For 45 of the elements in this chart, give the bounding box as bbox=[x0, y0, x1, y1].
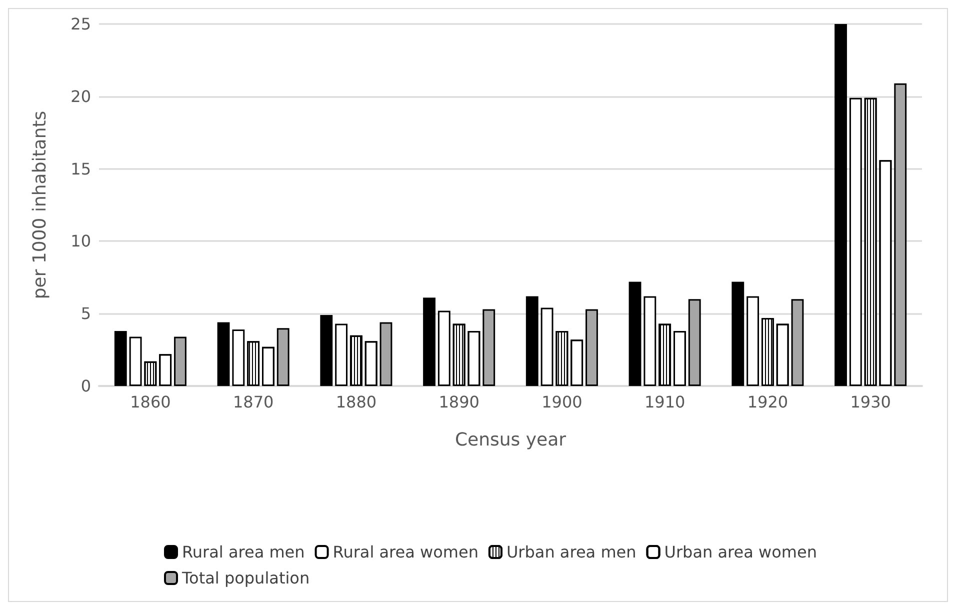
legend-label: Urban area women bbox=[664, 542, 817, 562]
bar bbox=[834, 24, 847, 386]
bar bbox=[688, 299, 701, 386]
y-tick-label: 0 bbox=[80, 376, 91, 396]
bar bbox=[423, 298, 436, 386]
bar bbox=[628, 282, 642, 386]
bar bbox=[526, 296, 538, 386]
y-tick-label: 10 bbox=[70, 232, 91, 251]
bar bbox=[276, 328, 290, 386]
bar bbox=[894, 83, 907, 386]
x-tick-label: 1920 bbox=[747, 392, 788, 412]
bar bbox=[174, 336, 186, 386]
bar bbox=[438, 310, 450, 386]
y-tick-label: 25 bbox=[70, 14, 91, 34]
x-tick-label: 1870 bbox=[232, 392, 274, 412]
x-tick-label: 1860 bbox=[130, 392, 171, 412]
bar bbox=[114, 330, 127, 386]
legend-label: Rural area men bbox=[182, 542, 305, 562]
bar bbox=[482, 309, 496, 386]
y-tick-label: 15 bbox=[70, 159, 91, 178]
bar bbox=[849, 98, 862, 386]
bar bbox=[217, 322, 230, 386]
y-tick-label: 20 bbox=[70, 86, 91, 106]
bar bbox=[380, 322, 392, 386]
bar bbox=[791, 299, 804, 386]
x-tick-label: 1910 bbox=[644, 392, 686, 412]
legend-label: Total population bbox=[181, 568, 310, 588]
x-tick-label: 1900 bbox=[542, 392, 582, 412]
bar bbox=[232, 330, 245, 386]
bar bbox=[586, 309, 598, 386]
x-tick-label: 1880 bbox=[336, 392, 377, 412]
bar bbox=[320, 315, 333, 386]
bar bbox=[644, 296, 656, 386]
y-axis-title: per 1000 inhabitants bbox=[30, 110, 50, 300]
bar bbox=[732, 282, 744, 386]
bar bbox=[335, 324, 348, 386]
bar bbox=[540, 308, 554, 386]
x-tick-label: 1930 bbox=[850, 392, 891, 412]
x-axis-title: Census year bbox=[454, 430, 567, 450]
bar bbox=[746, 296, 759, 386]
x-tick-label: 1890 bbox=[438, 392, 480, 412]
y-tick-label: 5 bbox=[80, 304, 91, 324]
bar bbox=[129, 336, 142, 386]
legend-label: Rural area women bbox=[332, 542, 478, 562]
legend-label: Urban area men bbox=[506, 542, 636, 562]
